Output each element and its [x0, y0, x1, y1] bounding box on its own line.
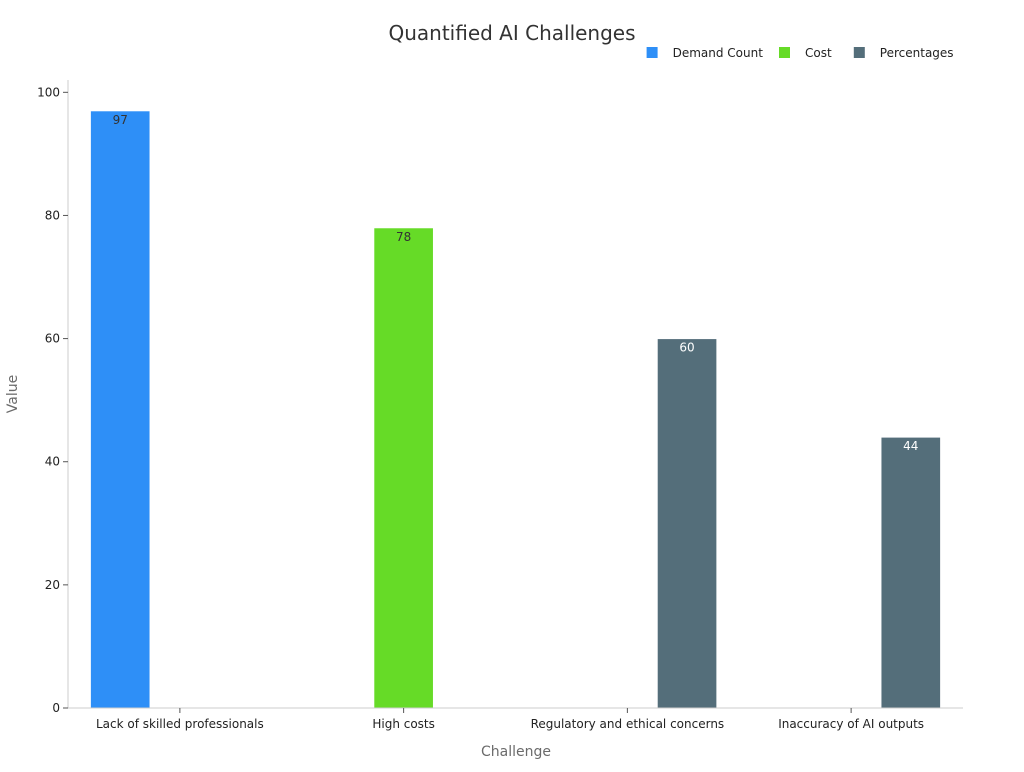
bar: [89, 110, 151, 709]
x-tick-label: High costs: [372, 717, 435, 731]
y-axis-title: Value: [5, 375, 21, 413]
y-axis: 0 20 40 60 80 100: [37, 80, 69, 715]
bar-data-label: 44: [903, 439, 918, 453]
bar-data-label: 60: [679, 341, 694, 355]
chart-title: Quantified AI Challenges: [388, 21, 635, 45]
legend-swatch: [646, 47, 658, 58]
y-tick-label: 60: [45, 332, 60, 346]
y-tick-label: 0: [52, 701, 60, 715]
legend-label: Demand Count: [673, 46, 764, 60]
x-tick-label: Lack of skilled professionals: [96, 717, 264, 731]
bars: 97 78 60 44: [89, 110, 942, 709]
legend-label: Cost: [805, 46, 832, 60]
legend-swatch: [853, 47, 865, 58]
legend-label: Percentages: [880, 46, 954, 60]
bar: [373, 227, 434, 709]
legend-swatch: [779, 47, 790, 58]
x-axis: Lack of skilled professionals High costs R…: [68, 707, 963, 731]
bar-data-label: 97: [113, 113, 128, 127]
y-tick-label: 80: [45, 208, 60, 222]
y-tick-label: 20: [45, 578, 60, 592]
x-tick-label: Inaccuracy of AI outputs: [778, 717, 924, 731]
legend: Demand Count Cost Percentages: [646, 46, 954, 60]
bar-data-label: 78: [396, 230, 411, 244]
x-tick-label: Regulatory and ethical concerns: [531, 717, 725, 731]
x-axis-title: Challenge: [481, 744, 551, 760]
bar: [880, 436, 942, 709]
y-tick-label: 40: [45, 455, 60, 469]
y-tick-label: 100: [37, 85, 60, 99]
bar: [656, 338, 718, 709]
